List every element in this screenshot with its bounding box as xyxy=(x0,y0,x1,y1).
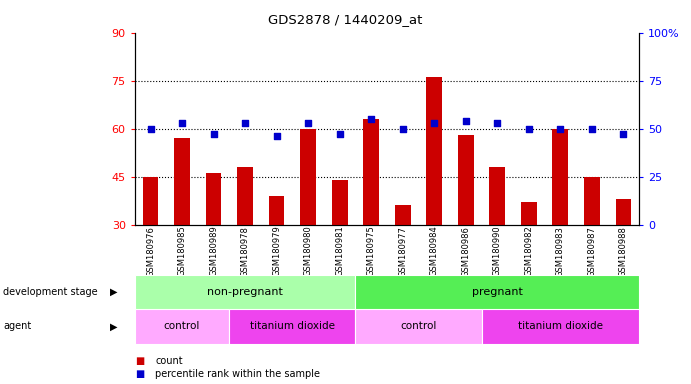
Text: non-pregnant: non-pregnant xyxy=(207,287,283,297)
Point xyxy=(208,131,219,137)
Text: control: control xyxy=(400,321,437,331)
Point xyxy=(240,120,251,126)
Text: count: count xyxy=(155,356,183,366)
Bar xyxy=(458,135,473,225)
Point xyxy=(145,126,156,132)
Bar xyxy=(553,129,568,225)
Text: GSM180983: GSM180983 xyxy=(556,226,565,276)
Bar xyxy=(355,309,482,344)
Text: GSM180989: GSM180989 xyxy=(209,226,218,276)
Text: GSM180987: GSM180987 xyxy=(587,226,596,276)
Bar xyxy=(135,309,229,344)
Point xyxy=(334,131,346,137)
Bar xyxy=(332,180,348,225)
Point xyxy=(555,126,566,132)
Bar xyxy=(355,275,639,309)
Bar xyxy=(142,177,158,225)
Bar xyxy=(363,119,379,225)
Point xyxy=(366,116,377,122)
Point xyxy=(271,133,282,139)
Text: GSM180990: GSM180990 xyxy=(493,226,502,276)
Bar xyxy=(616,199,632,225)
Text: ▶: ▶ xyxy=(110,287,117,297)
Text: control: control xyxy=(164,321,200,331)
Text: agent: agent xyxy=(3,321,32,331)
Text: ■: ■ xyxy=(135,369,144,379)
Point xyxy=(523,126,534,132)
Text: titanium dioxide: titanium dioxide xyxy=(518,321,603,331)
Bar xyxy=(301,129,316,225)
Bar xyxy=(135,275,355,309)
Point xyxy=(618,131,629,137)
Bar xyxy=(206,174,221,225)
Text: development stage: development stage xyxy=(3,287,98,297)
Text: titanium dioxide: titanium dioxide xyxy=(250,321,335,331)
Text: GSM180988: GSM180988 xyxy=(619,226,628,276)
Point xyxy=(492,120,503,126)
Text: ■: ■ xyxy=(135,356,144,366)
Text: GSM180976: GSM180976 xyxy=(146,226,155,276)
Text: GSM180978: GSM180978 xyxy=(240,226,249,276)
Point xyxy=(428,120,439,126)
Text: pregnant: pregnant xyxy=(472,287,523,297)
Text: GSM180981: GSM180981 xyxy=(335,226,344,276)
Bar xyxy=(426,78,442,225)
Point xyxy=(587,126,598,132)
Point xyxy=(303,120,314,126)
Bar xyxy=(237,167,253,225)
Bar xyxy=(482,309,639,344)
Text: GSM180980: GSM180980 xyxy=(303,226,312,276)
Bar xyxy=(174,138,190,225)
Text: GSM180984: GSM180984 xyxy=(430,226,439,276)
Text: GSM180985: GSM180985 xyxy=(178,226,187,276)
Text: GSM180977: GSM180977 xyxy=(398,226,407,276)
Text: GSM180975: GSM180975 xyxy=(367,226,376,276)
Text: ▶: ▶ xyxy=(110,321,117,331)
Point xyxy=(176,120,187,126)
Text: GSM180979: GSM180979 xyxy=(272,226,281,276)
Bar xyxy=(229,309,355,344)
Bar xyxy=(489,167,505,225)
Bar xyxy=(269,196,285,225)
Text: GSM180982: GSM180982 xyxy=(524,226,533,276)
Text: GSM180986: GSM180986 xyxy=(462,226,471,276)
Point xyxy=(460,118,471,124)
Bar xyxy=(584,177,600,225)
Text: GDS2878 / 1440209_at: GDS2878 / 1440209_at xyxy=(268,13,423,26)
Text: percentile rank within the sample: percentile rank within the sample xyxy=(155,369,321,379)
Point xyxy=(397,126,408,132)
Bar xyxy=(521,202,537,225)
Bar xyxy=(395,205,410,225)
